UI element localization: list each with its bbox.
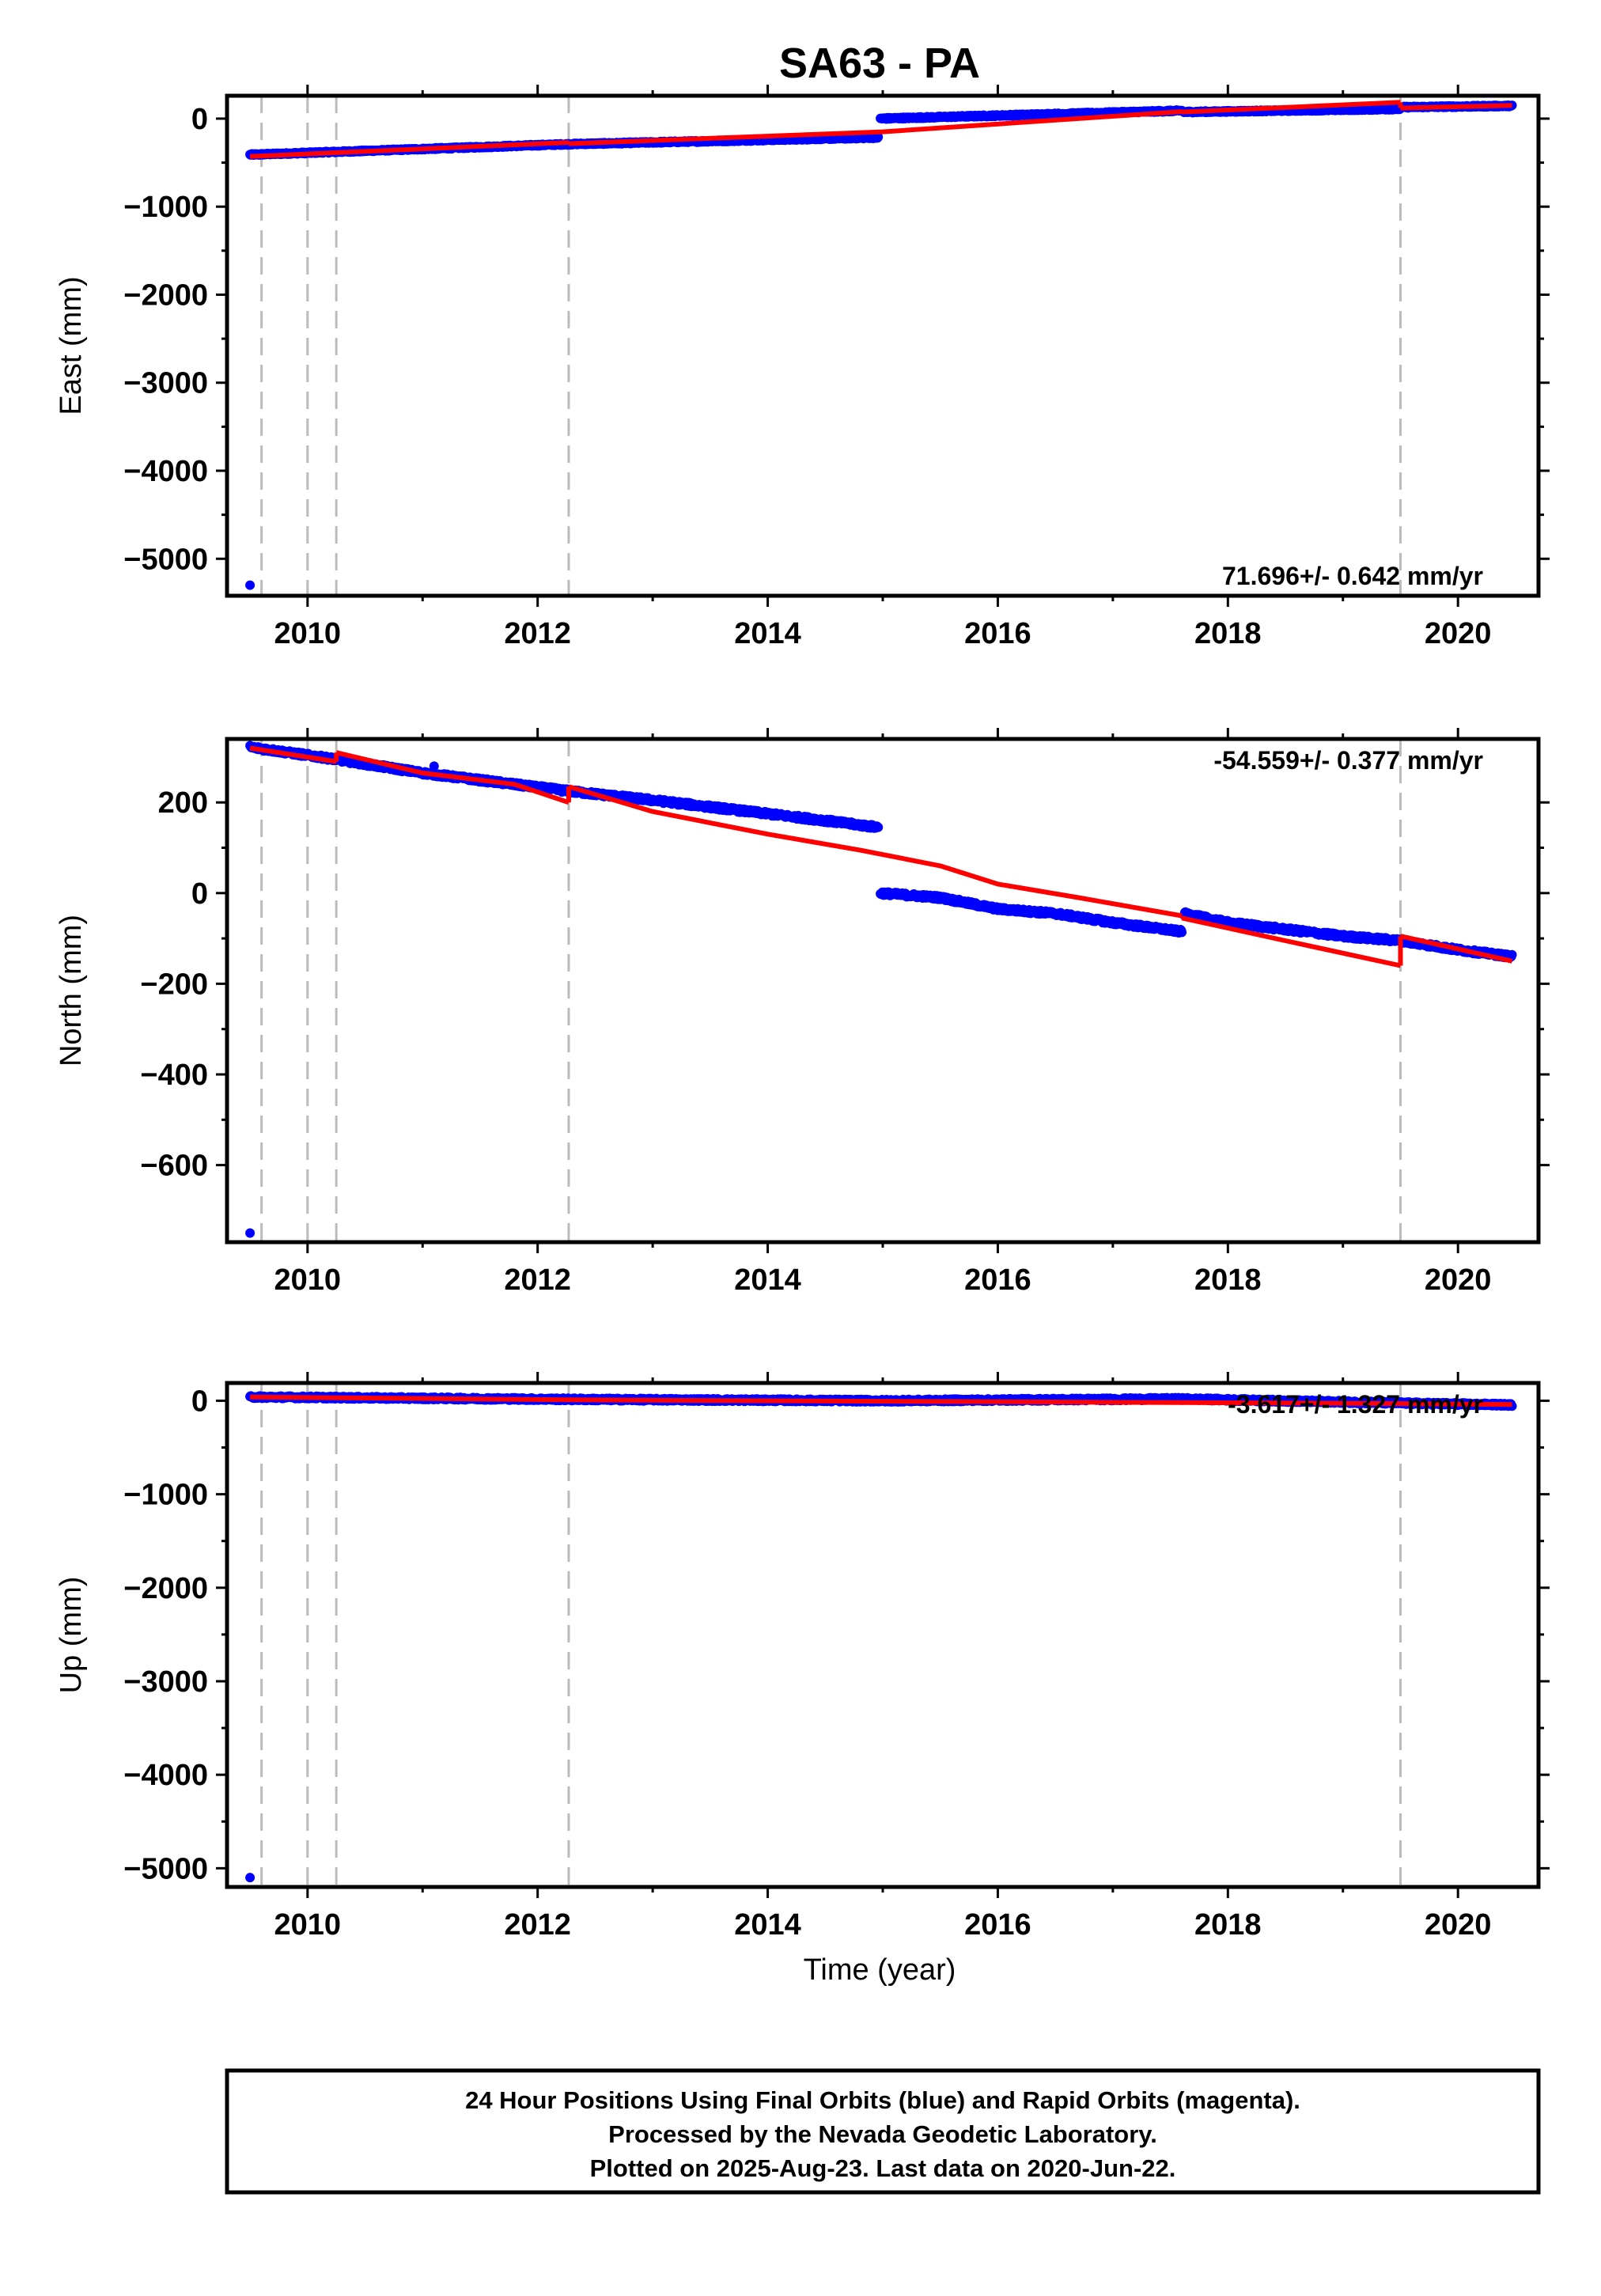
east-data-point: [873, 132, 884, 142]
east-model-line-3: [1400, 103, 1512, 111]
east-xtick-label: 2020: [1425, 617, 1492, 650]
east-outlier-point-0: [245, 580, 255, 590]
north-data-series-1: [876, 887, 1187, 938]
east-ytick-label: −4000: [123, 455, 208, 488]
east-xtick-label: 2014: [734, 617, 801, 650]
north-data-point: [1507, 949, 1517, 960]
east-ytick-label: 0: [191, 103, 208, 136]
east-xtick-label: 2010: [274, 617, 342, 650]
north-rate-label: -54.559+/- 0.377 mm/yr: [1213, 746, 1483, 775]
north-model-line-4: [1399, 934, 1513, 964]
east-ytick-label: −1000: [123, 191, 208, 224]
north-data-point: [1177, 927, 1187, 938]
north-ytick-label: −400: [140, 1059, 208, 1092]
north-panel: 200 0 −200 −400 −600 2010 2012 2014 2016 2018 2020…: [55, 728, 1550, 1297]
up-plot-content: [245, 1391, 1517, 1883]
north-xtick-label: 2016: [964, 1264, 1031, 1297]
north-ytick-label: 0: [191, 877, 208, 911]
east-plot-area: [227, 96, 1539, 596]
north-ytick-label: 200: [158, 786, 208, 820]
north-model-line-0: [249, 745, 337, 764]
east-xtick-label: 2012: [504, 617, 571, 650]
north-ytick-label: −600: [140, 1150, 208, 1183]
east-ytick-label: −3000: [123, 367, 208, 400]
east-rate-label: 71.696+/- 0.642 mm/yr: [1222, 562, 1483, 590]
east-model-line-2: [1181, 100, 1401, 115]
east-y-axis-label: East (mm): [55, 276, 88, 415]
east-model-line-1: [568, 109, 1183, 146]
north-plot-area: [227, 739, 1539, 1242]
north-plot-content: [245, 741, 1517, 1238]
east-ytick-label: −5000: [123, 543, 208, 576]
east-ytick-label: −2000: [123, 278, 208, 312]
north-y-axis-label: North (mm): [55, 915, 88, 1067]
east-model-line-0: [249, 140, 570, 159]
east-panel: 0 −1000 −2000 −3000 −4000 −5000 2010 2012 2014 20…: [55, 85, 1550, 650]
north-model-line-1: [335, 750, 570, 805]
north-model-line-2: [568, 784, 1183, 919]
north-ytick-label: −200: [140, 968, 208, 1001]
north-outlier-point-0: [245, 1228, 255, 1238]
east-plot-content: [245, 100, 1517, 590]
north-xtick-label: 2018: [1194, 1264, 1262, 1297]
chart-title: SA63 - PA: [779, 40, 980, 87]
north-xtick-label: 2012: [504, 1264, 571, 1297]
north-xtick-label: 2010: [274, 1264, 342, 1297]
north-xtick-label: 2014: [734, 1264, 801, 1297]
east-xtick-label: 2016: [964, 617, 1031, 650]
north-xtick-label: 2020: [1425, 1264, 1492, 1297]
north-outlier-point-1: [429, 761, 439, 771]
north-data-point: [873, 822, 884, 832]
north-model-line-3: [1181, 915, 1402, 968]
east-xtick-label: 2018: [1194, 617, 1262, 650]
up-plot-area: [227, 1383, 1539, 1887]
